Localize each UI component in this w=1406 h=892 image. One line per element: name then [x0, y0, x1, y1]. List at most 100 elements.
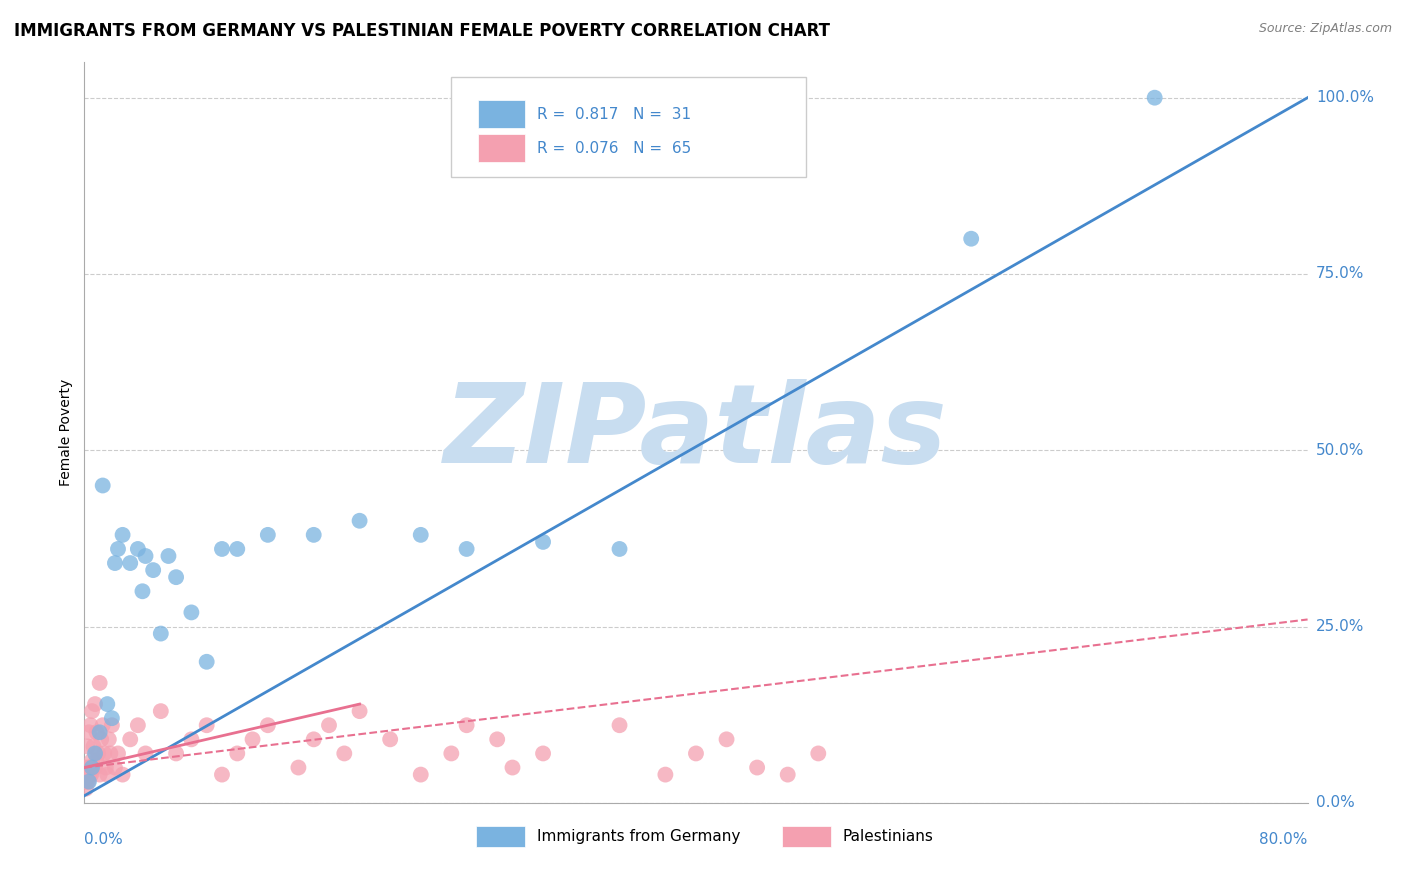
Point — [75, 781, 97, 796]
Point — [486, 732, 509, 747]
Point — [349, 514, 371, 528]
Point — [242, 732, 264, 747]
Point — [75, 760, 97, 774]
Point — [79, 718, 101, 732]
Text: Immigrants from Germany: Immigrants from Germany — [537, 830, 741, 845]
Point — [91, 718, 114, 732]
Point — [716, 732, 738, 747]
Point — [127, 541, 149, 556]
Point — [195, 718, 218, 732]
Text: 0.0%: 0.0% — [84, 832, 124, 847]
Point — [91, 478, 114, 492]
Point — [149, 704, 172, 718]
Point — [609, 718, 631, 732]
Point — [349, 704, 371, 718]
Point — [226, 541, 249, 556]
Point — [1143, 91, 1166, 105]
Point — [76, 774, 98, 789]
Point — [80, 767, 103, 781]
Point — [409, 528, 432, 542]
Point — [302, 528, 325, 542]
Point — [180, 732, 202, 747]
Point — [93, 747, 115, 761]
Point — [180, 606, 202, 620]
Point — [456, 541, 478, 556]
Point — [83, 739, 105, 754]
Point — [77, 774, 100, 789]
Point — [77, 725, 100, 739]
Point — [89, 767, 111, 781]
Point — [654, 767, 676, 781]
Point — [89, 725, 111, 739]
Bar — [475, 827, 524, 847]
Bar — [478, 100, 524, 128]
Point — [531, 747, 554, 761]
Text: R =  0.076   N =  65: R = 0.076 N = 65 — [537, 141, 692, 156]
Y-axis label: Female Poverty: Female Poverty — [59, 379, 73, 486]
Text: 0.0%: 0.0% — [1316, 796, 1354, 810]
Point — [76, 767, 98, 781]
Point — [84, 747, 107, 761]
Point — [97, 732, 120, 747]
Point — [211, 767, 233, 781]
Point — [440, 747, 463, 761]
Point — [111, 528, 134, 542]
Text: 25.0%: 25.0% — [1316, 619, 1364, 634]
Point — [94, 760, 117, 774]
FancyBboxPatch shape — [451, 78, 806, 178]
Text: 75.0%: 75.0% — [1316, 267, 1364, 282]
Point — [685, 747, 707, 761]
Point — [101, 711, 124, 725]
Point — [776, 767, 799, 781]
Point — [96, 767, 118, 781]
Text: Source: ZipAtlas.com: Source: ZipAtlas.com — [1258, 22, 1392, 36]
Point — [107, 747, 129, 761]
Point — [531, 535, 554, 549]
Point — [135, 747, 157, 761]
Bar — [782, 827, 831, 847]
Text: ZIPatlas: ZIPatlas — [444, 379, 948, 486]
Point — [302, 732, 325, 747]
Point — [80, 760, 103, 774]
Text: R =  0.817   N =  31: R = 0.817 N = 31 — [537, 107, 692, 121]
Point — [75, 774, 97, 789]
Point — [96, 697, 118, 711]
Point — [104, 760, 127, 774]
Point — [80, 754, 103, 768]
Point — [165, 747, 187, 761]
Point — [211, 541, 233, 556]
Point — [120, 732, 142, 747]
Point — [79, 760, 101, 774]
Point — [960, 232, 983, 246]
Point — [409, 767, 432, 781]
Point — [120, 556, 142, 570]
Point — [747, 760, 769, 774]
Text: 80.0%: 80.0% — [1260, 832, 1308, 847]
Point — [101, 718, 124, 732]
Point — [318, 718, 340, 732]
Point — [287, 760, 309, 774]
Text: 50.0%: 50.0% — [1316, 442, 1364, 458]
Point — [380, 732, 402, 747]
Point — [77, 760, 100, 774]
Point — [127, 718, 149, 732]
Point — [84, 697, 107, 711]
Point — [609, 541, 631, 556]
Point — [89, 676, 111, 690]
Point — [87, 747, 110, 761]
Point — [111, 767, 134, 781]
Point — [226, 747, 249, 761]
Point — [157, 549, 180, 563]
Point — [86, 725, 108, 739]
Point — [502, 760, 524, 774]
Text: IMMIGRANTS FROM GERMANY VS PALESTINIAN FEMALE POVERTY CORRELATION CHART: IMMIGRANTS FROM GERMANY VS PALESTINIAN F… — [14, 22, 830, 40]
Point — [165, 570, 187, 584]
Bar — [478, 134, 524, 162]
Point — [149, 626, 172, 640]
Point — [131, 584, 153, 599]
Point — [257, 528, 280, 542]
Point — [86, 754, 108, 768]
Point — [80, 704, 103, 718]
Point — [807, 747, 830, 761]
Point — [142, 563, 165, 577]
